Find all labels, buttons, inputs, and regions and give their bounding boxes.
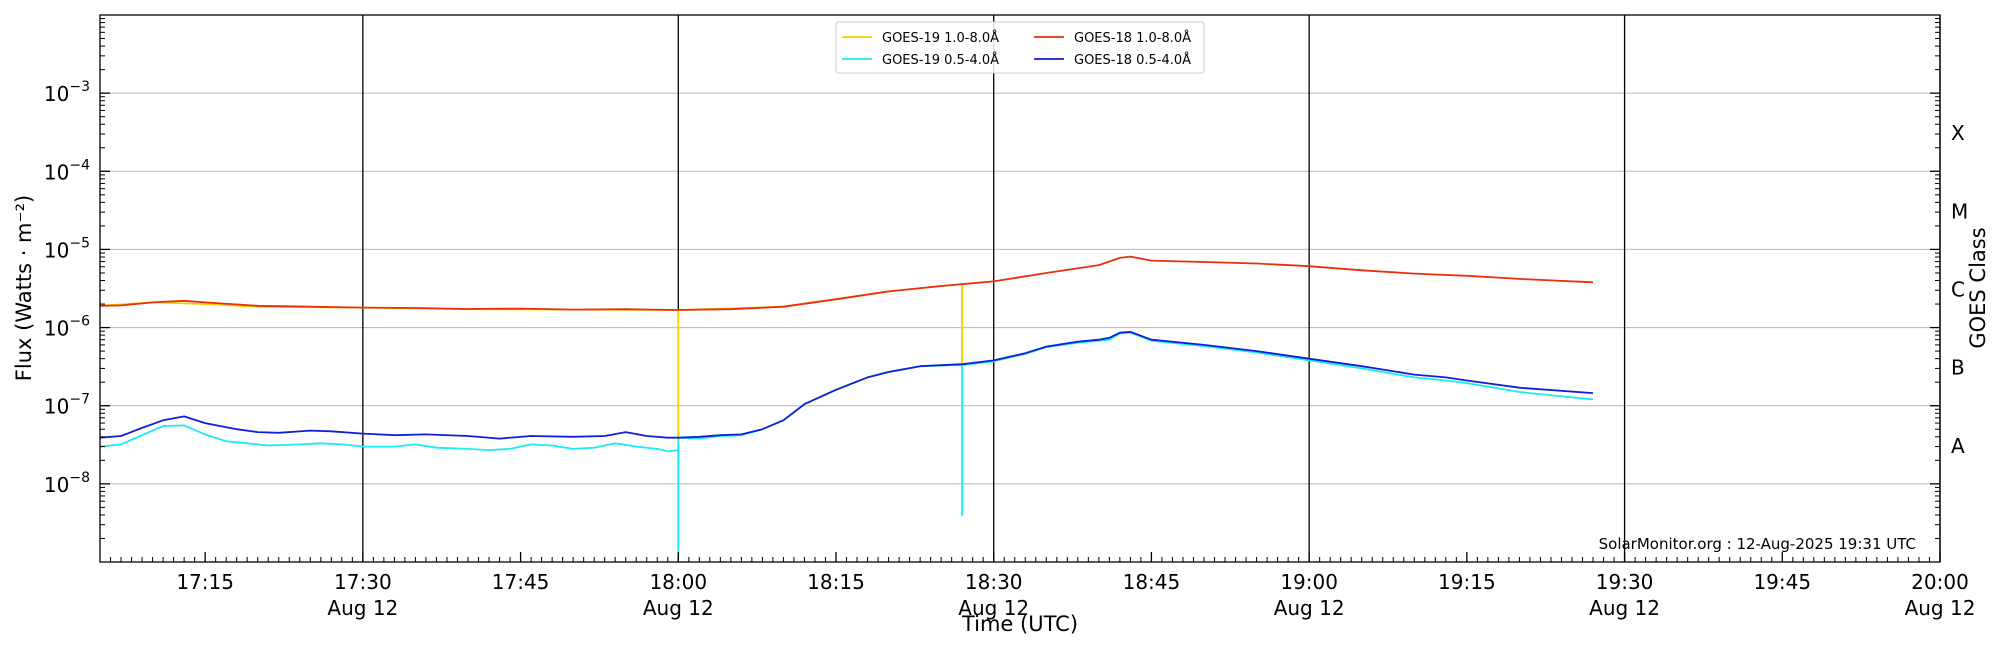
y-tick-label: 10−8 [44,470,90,497]
legend: GOES-19 1.0-8.0Å GOES-19 0.5-4.0Å GOES-18 … [835,21,1205,74]
series-lines [99,255,1594,557]
y-tick-exponent: −8 [69,470,90,486]
x-tick-date: Aug 12 [1905,596,1976,620]
x-tick-time: 20:00 [1911,570,1969,594]
series-line-1 [99,280,994,557]
x-tick-time: 17:30 [334,570,392,594]
x-tick-date: Aug 12 [1274,596,1345,620]
x-tick-date: Aug 12 [958,596,1029,620]
x-tick-date: Aug 12 [327,596,398,620]
x-tick-time: 19:45 [1753,570,1811,594]
legend-label: GOES-19 1.0-8.0Å [882,30,999,46]
x-tick-time: 17:45 [492,570,550,594]
right-axis-title: GOES Class [1966,227,1990,348]
goes-class-label: A [1951,434,1965,458]
y-tick-exponent: −6 [69,314,90,330]
series-line-2 [99,255,1594,311]
legend-label: GOES-19 0.5-4.0Å [882,52,999,68]
y-tick-label: 10−5 [44,235,90,262]
goes-class-label: C [1951,278,1965,302]
legend-label: GOES-18 0.5-4.0Å [1074,52,1191,68]
x-tick-time: 18:15 [807,570,865,594]
plot-area-frame [99,14,1941,563]
y-axis-title: Flux (Watts · m⁻²) [12,195,36,381]
y-tick-exponent: −4 [69,157,90,173]
goes-class-label: X [1951,121,1965,145]
credit-annotation: SolarMonitor.org : 12-Aug-2025 19:31 UTC [1599,535,1916,553]
x-tick-date: Aug 12 [643,596,714,620]
series-line-3 [99,331,1594,557]
goes-class-label: M [1951,199,1968,223]
x-tick-time: 19:15 [1438,570,1496,594]
y-tick-exponent: −7 [69,392,90,408]
legend-box [835,21,1205,74]
half-hour-lines [362,15,1941,562]
x-tick-time: 18:45 [1123,570,1181,594]
y-tick-label: 10−4 [44,157,90,184]
y-tick-label: 10−3 [44,79,90,106]
goes-class-labels: A B C M X [1951,121,1968,458]
y-tick-label: 10−6 [44,314,90,341]
y-axis-ticks: 10−8 10−7 10−6 10−5 10−4 10−3 [44,18,1940,539]
legend-label: GOES-18 1.0-8.0Å [1074,30,1191,46]
y-tick-exponent: −3 [69,79,90,95]
x-tick-time: 19:30 [1596,570,1654,594]
series-line-4 [99,330,1594,440]
x-tick-date: Aug 12 [1589,596,1660,620]
x-tick-time: 19:00 [1280,570,1338,594]
grid-lines [100,92,1940,485]
x-tick-time: 18:30 [965,570,1023,594]
x-tick-time: 18:00 [649,570,707,594]
x-tick-time: 17:15 [176,570,234,594]
goes-class-label: B [1951,356,1965,380]
y-tick-exponent: −5 [69,235,90,251]
y-tick-label: 10−7 [44,392,90,419]
x-axis-title: Time (UTC) [961,612,1078,636]
